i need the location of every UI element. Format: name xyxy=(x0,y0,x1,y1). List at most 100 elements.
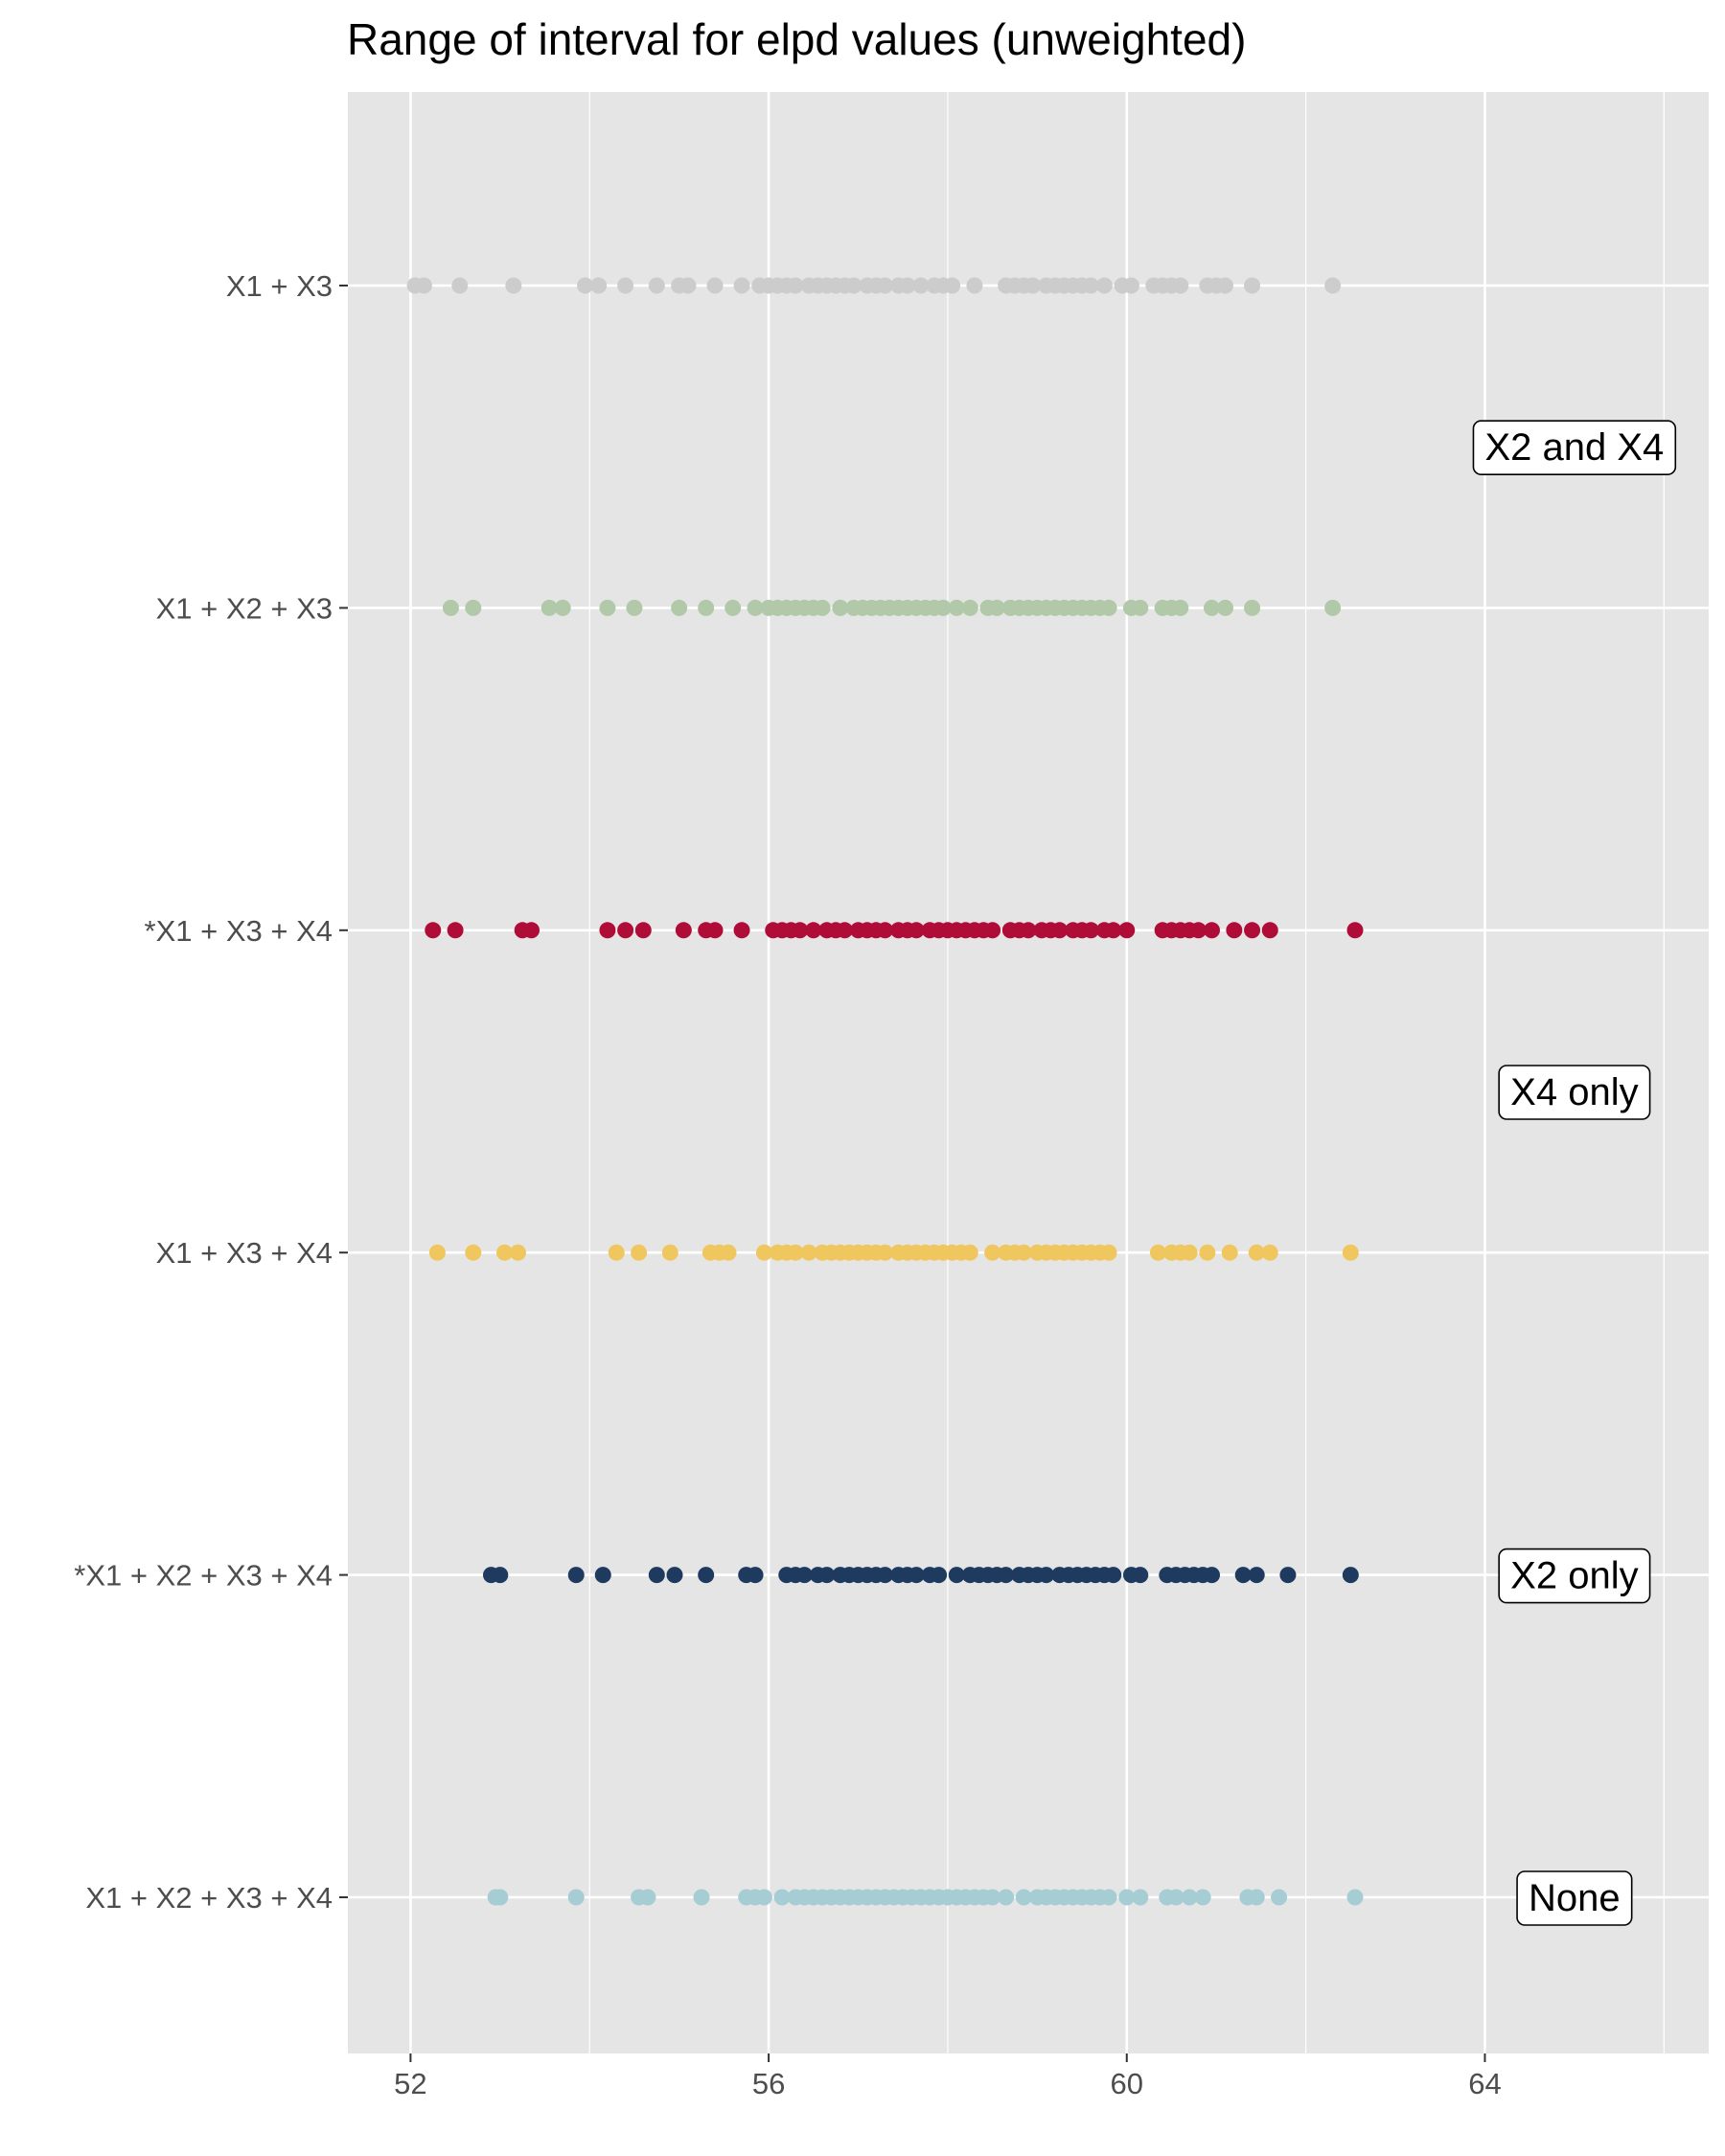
data-point xyxy=(934,599,952,616)
data-point xyxy=(1244,277,1261,294)
data-point xyxy=(984,922,1001,939)
data-point xyxy=(998,1889,1015,1906)
annotations: X2 and X4 X4 only X2 only None xyxy=(1472,420,1677,1926)
data-point xyxy=(795,1567,813,1584)
x-tick-label: 52 xyxy=(394,2067,426,2100)
data-point xyxy=(984,1244,1001,1261)
data-point xyxy=(1271,1889,1288,1906)
data-point xyxy=(877,277,894,294)
data-point xyxy=(1100,1889,1117,1906)
data-point xyxy=(608,1244,625,1261)
data-point xyxy=(451,277,469,294)
data-point xyxy=(1038,1567,1055,1584)
data-point xyxy=(1082,922,1099,939)
data-point xyxy=(1324,599,1342,616)
data-point xyxy=(877,922,894,939)
data-point xyxy=(1181,1889,1198,1906)
data-point xyxy=(1204,599,1221,616)
data-point xyxy=(1244,922,1261,939)
annotation-text: None xyxy=(1529,1877,1621,1919)
y-tick-label: X1 + X3 + X4 xyxy=(156,1236,333,1270)
data-point xyxy=(720,1244,737,1261)
data-point xyxy=(1095,277,1113,294)
series-points xyxy=(425,922,1364,939)
data-point xyxy=(1342,1244,1359,1261)
data-point xyxy=(787,1244,804,1261)
data-point xyxy=(1324,277,1342,294)
data-point xyxy=(1167,1889,1184,1906)
data-point xyxy=(425,922,442,939)
data-point xyxy=(666,1567,683,1584)
data-point xyxy=(1015,1889,1032,1906)
data-point xyxy=(1118,922,1136,939)
x-tick-label: 64 xyxy=(1468,2067,1501,2100)
annotation-box xyxy=(1498,1548,1651,1604)
data-point xyxy=(1172,277,1189,294)
data-point xyxy=(1172,599,1189,616)
data-point xyxy=(787,277,804,294)
data-point xyxy=(415,277,432,294)
data-point xyxy=(944,277,961,294)
data-point xyxy=(577,277,594,294)
data-point xyxy=(1199,1244,1216,1261)
annotation-text: X4 only xyxy=(1510,1071,1638,1113)
data-point xyxy=(931,1567,948,1584)
series-points xyxy=(406,277,1342,294)
data-point xyxy=(747,1567,764,1584)
data-point xyxy=(1194,1889,1211,1906)
data-point xyxy=(755,1889,772,1906)
data-point xyxy=(1149,1244,1166,1261)
data-point xyxy=(877,1244,894,1261)
data-point xyxy=(1105,1567,1122,1584)
data-point xyxy=(639,1889,656,1906)
data-point xyxy=(724,599,742,616)
data-point xyxy=(599,922,616,939)
annotation-box xyxy=(1516,1870,1633,1926)
data-point xyxy=(1234,1567,1252,1584)
y-tick-label: *X1 + X3 + X4 xyxy=(145,914,333,948)
plot-panel xyxy=(348,92,1709,2053)
data-point xyxy=(832,599,849,616)
annotation-text: X2 only xyxy=(1510,1555,1638,1597)
data-point xyxy=(1279,1567,1297,1584)
data-point xyxy=(465,1244,482,1261)
data-point xyxy=(1248,1567,1265,1584)
data-point xyxy=(626,599,643,616)
chart-title: Range of interval for elpd values (unwei… xyxy=(347,14,1247,64)
data-point xyxy=(465,599,482,616)
data-point xyxy=(961,1244,978,1261)
data-point xyxy=(984,1889,1001,1906)
data-point xyxy=(1261,1244,1278,1261)
data-point xyxy=(1221,1244,1238,1261)
data-point xyxy=(773,1889,791,1906)
series-points xyxy=(428,1244,1359,1261)
data-point xyxy=(567,1567,585,1584)
data-point xyxy=(698,599,715,616)
data-point xyxy=(733,922,750,939)
data-point xyxy=(1244,599,1261,616)
data-point xyxy=(1105,922,1122,939)
data-point xyxy=(1132,1567,1149,1584)
data-point xyxy=(1204,922,1221,939)
data-point xyxy=(590,277,608,294)
data-point xyxy=(442,599,459,616)
data-point xyxy=(1204,1567,1221,1584)
data-point xyxy=(706,922,724,939)
data-point xyxy=(675,922,692,939)
data-point xyxy=(679,277,697,294)
data-point xyxy=(836,922,853,939)
data-point xyxy=(631,1244,648,1261)
annotation-text: X2 and X4 xyxy=(1484,426,1664,469)
data-point xyxy=(1082,277,1099,294)
data-point xyxy=(523,922,540,939)
data-point xyxy=(1118,1889,1136,1906)
data-point xyxy=(805,922,822,939)
data-point xyxy=(961,599,978,616)
data-point xyxy=(671,599,688,616)
data-point xyxy=(495,1244,513,1261)
data-point xyxy=(1190,922,1207,939)
data-point xyxy=(594,1567,611,1584)
data-point xyxy=(510,1244,526,1261)
data-point xyxy=(648,1567,665,1584)
